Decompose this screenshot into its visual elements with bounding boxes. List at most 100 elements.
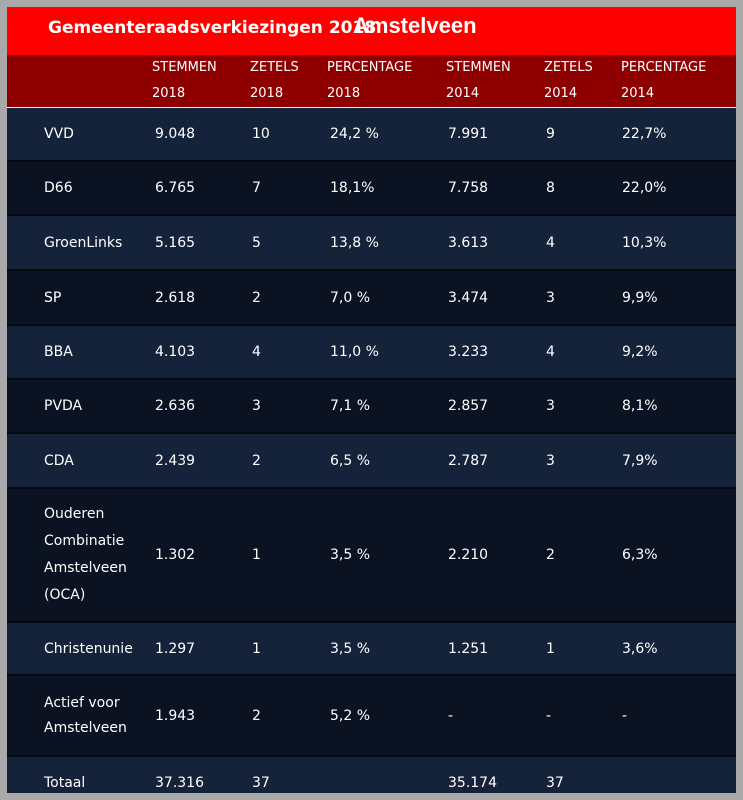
party-name: Christenunie — [44, 640, 133, 657]
cell-value: 8 — [546, 180, 555, 196]
column-header: PERCENTAGE 2014 — [621, 55, 706, 107]
cell-value: 10 — [252, 126, 270, 142]
column-header-line1: PERCENTAGE — [327, 60, 413, 75]
title-bar: Gemeenteraadsverkiezingen 2018 Amstelvee… — [7, 7, 736, 55]
column-header-year: 2014 — [621, 86, 655, 101]
cell-value: 1 — [546, 640, 555, 657]
table-row: Actief voor Amstelveen 1.943 2 5,2 % - - - — [7, 676, 736, 757]
cell-value: 4 — [252, 344, 261, 360]
cell-value: 3 — [546, 289, 555, 306]
results-table-panel: Gemeenteraadsverkiezingen 2018 Amstelvee… — [7, 7, 736, 793]
party-name: CDA — [44, 452, 74, 469]
cell-value: 7,0 % — [330, 289, 371, 306]
cell-value: 1.943 — [155, 707, 196, 724]
cell-value: 3 — [252, 398, 261, 414]
cell-value: 37.316 — [155, 775, 204, 791]
party-name: Totaal — [44, 775, 86, 791]
cell-value: 1 — [252, 640, 261, 657]
column-header-line1: ZETELS — [250, 60, 299, 75]
cell-value: 10,3% — [622, 234, 667, 251]
cell-value: 9,2% — [622, 344, 658, 360]
column-header-year: 2018 — [250, 86, 284, 101]
party-name: PVDA — [44, 398, 83, 414]
cell-value: 2.439 — [155, 452, 196, 469]
cell-value: 3.474 — [448, 289, 489, 306]
cell-value: 8,1% — [622, 398, 658, 414]
cell-value: 7 — [252, 180, 261, 196]
cell-value: 37 — [252, 775, 270, 791]
column-header: PERCENTAGE 2018 — [327, 55, 412, 107]
column-header: STEMMEN 2014 — [446, 55, 511, 107]
party-name: BBA — [44, 344, 73, 360]
table-row: BBA 4.103 4 11,0 % 3.233 4 9,2% — [7, 326, 736, 380]
cell-value: 4.103 — [155, 344, 196, 360]
cell-value: 6.765 — [155, 180, 196, 196]
cell-value: - — [546, 707, 552, 724]
cell-value: 5.165 — [155, 234, 196, 251]
cell-value: 3,5 % — [330, 640, 371, 657]
cell-value: - — [448, 707, 454, 724]
cell-value: 24,2 % — [330, 126, 379, 142]
cell-value: 4 — [546, 344, 555, 360]
cell-value: 2 — [252, 452, 261, 469]
cell-value: 9,9% — [622, 289, 658, 306]
cell-value: 2.857 — [448, 398, 489, 414]
party-name: GroenLinks — [44, 234, 123, 251]
cell-value: 7.991 — [448, 126, 489, 142]
cell-value: 11,0 % — [330, 344, 379, 360]
table-row: SP 2.618 2 7,0 % 3.474 3 9,9% — [7, 271, 736, 326]
column-header-year: 2014 — [544, 86, 578, 101]
table-row: PVDA 2.636 3 7,1 % 2.857 3 8,1% — [7, 380, 736, 434]
column-header-line1: ZETELS — [544, 60, 593, 75]
cell-value: 18,1% — [330, 180, 375, 196]
cell-value: 2 — [252, 707, 261, 724]
cell-value: 2.210 — [448, 547, 489, 563]
cell-value: 3,6% — [622, 640, 658, 657]
total-row: Totaal 37.316 37 35.174 37 — [7, 757, 736, 793]
city-title: Amstelveen — [353, 13, 477, 38]
cell-value: 9.048 — [155, 126, 196, 142]
cell-value: 2.636 — [155, 398, 196, 414]
cell-value: 2.618 — [155, 289, 196, 306]
table-row: Ouderen Combinatie Amstelveen (OCA) 1.302… — [7, 489, 736, 623]
cell-value: 37 — [546, 775, 564, 791]
column-header-year: 2014 — [446, 86, 480, 101]
cell-value: 3 — [546, 398, 555, 414]
table-row: GroenLinks 5.165 5 13,8 % 3.613 4 10,3% — [7, 216, 736, 271]
cell-value: 6,5 % — [330, 452, 371, 469]
column-header-line1: STEMMEN — [152, 60, 217, 75]
cell-value: 5 — [252, 234, 261, 251]
party-name: D66 — [44, 180, 73, 196]
column-header-year: 2018 — [327, 86, 361, 101]
cell-value: 6,3% — [622, 547, 658, 563]
cell-value: 22,7% — [622, 126, 667, 142]
cell-value: 22,0% — [622, 180, 667, 196]
party-name: VVD — [44, 126, 74, 142]
party-name: SP — [44, 289, 62, 306]
cell-value: 7,1 % — [330, 398, 371, 414]
cell-value: 7,9% — [622, 452, 658, 469]
cell-value: 5,2 % — [330, 707, 371, 724]
table-row: D66 6.765 7 18,1% 7.758 8 22,0% — [7, 162, 736, 216]
column-header-line1: PERCENTAGE — [621, 60, 707, 75]
cell-value: 1 — [252, 547, 261, 563]
cell-value: 3.233 — [448, 344, 489, 360]
table-row: VVD 9.048 10 24,2 % 7.991 9 22,7% — [7, 108, 736, 162]
column-header: ZETELS 2018 — [250, 55, 299, 107]
table-header: STEMMEN 2018 ZETELS 2018 PERCENTAGE 2018 STEMM… — [7, 55, 736, 109]
cell-value: 1.297 — [155, 640, 196, 657]
cell-value: 9 — [546, 126, 555, 142]
page-title: Gemeenteraadsverkiezingen 2018 — [48, 18, 377, 38]
column-header-year: 2018 — [152, 86, 186, 101]
cell-value: 35.174 — [448, 775, 497, 791]
cell-value: 13,8 % — [330, 234, 379, 251]
cell-value: 1.302 — [155, 547, 196, 563]
cell-value: 2.787 — [448, 452, 489, 469]
table-row: Christenunie 1.297 1 3,5 % 1.251 1 3,6% — [7, 623, 736, 676]
cell-value: 1.251 — [448, 640, 489, 657]
cell-value: 7.758 — [448, 180, 489, 196]
party-name: Actief voor Amstelveen — [44, 694, 127, 736]
cell-value: 3 — [546, 452, 555, 469]
cell-value: 3,5 % — [330, 547, 371, 563]
cell-value: 4 — [546, 234, 555, 251]
